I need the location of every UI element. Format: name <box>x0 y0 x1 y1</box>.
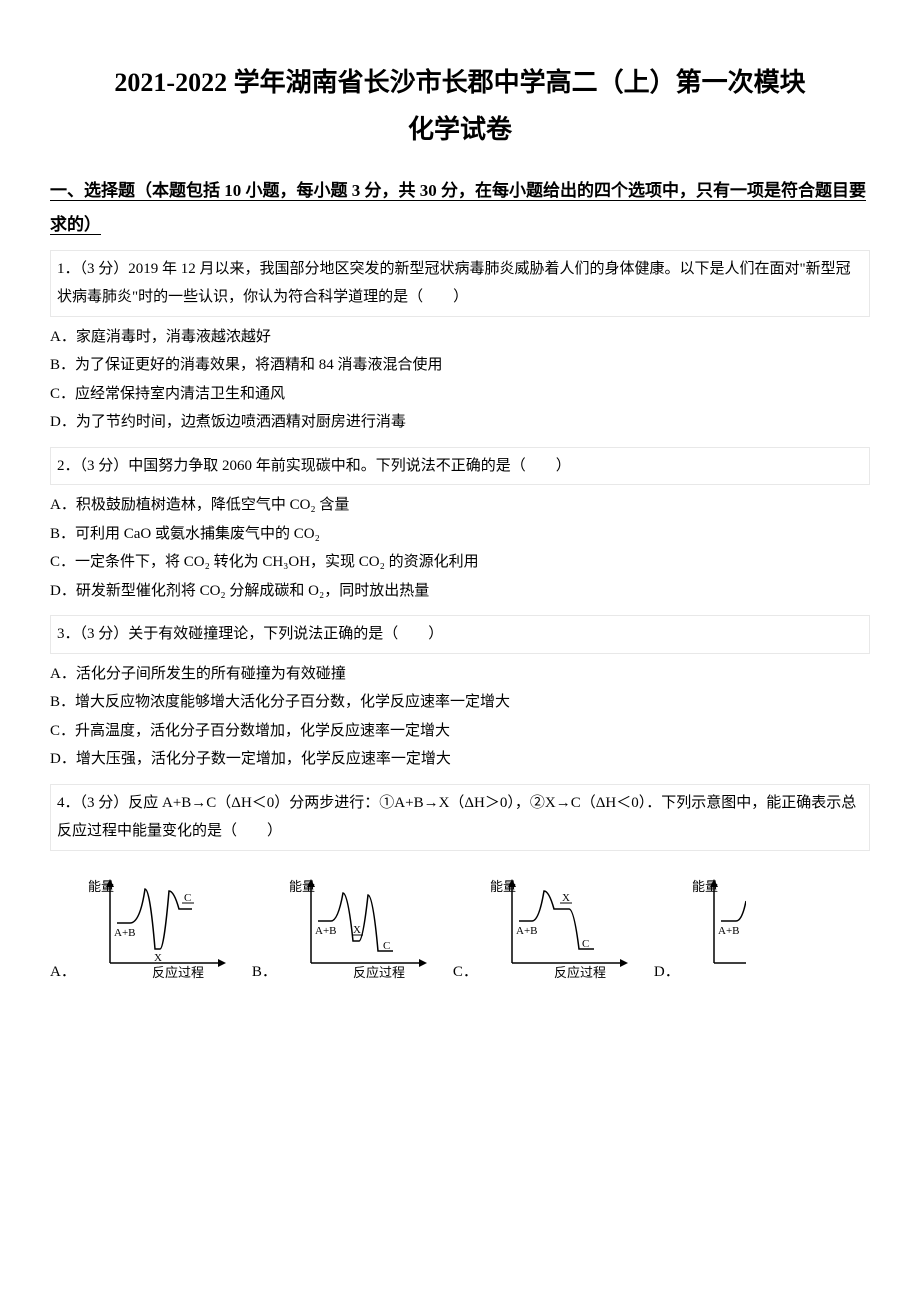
q2-option-b: B．可利用 CaO 或氨水捕集废气中的 CO₂ <box>50 520 870 549</box>
diagram-d-item: D． 能量 A+B <box>654 871 746 981</box>
title-line-2: 化学试卷 <box>50 107 870 154</box>
diagram-b-item: B． 能量 反应过程 A+B X C <box>252 871 433 981</box>
diagram-d-label: D． <box>654 960 680 981</box>
c-label: C <box>184 892 191 904</box>
y-axis-label: 能量 <box>289 879 315 894</box>
question-4-diagrams: A． 能量 反应过程 A+B X C B． 能量 反应过程 A+B X <box>50 871 870 981</box>
energy-diagram-a: 能量 反应过程 A+B X C <box>82 871 232 981</box>
x-axis-label: 反应过程 <box>353 965 405 980</box>
x-label: X <box>353 924 361 936</box>
diagram-b-label: B． <box>252 960 277 981</box>
diagram-a-label: A． <box>50 960 76 981</box>
ab-label: A+B <box>114 927 135 939</box>
y-axis-label: 能量 <box>490 879 516 894</box>
q1-option-b: B．为了保证更好的消毒效果，将酒精和 84 消毒液混合使用 <box>50 351 870 380</box>
q3-option-c: C．升高温度，活化分子百分数增加，化学反应速率一定增大 <box>50 717 870 746</box>
x-axis-label: 反应过程 <box>554 965 606 980</box>
question-2-options: A．积极鼓励植树造林，降低空气中 CO₂ 含量 B．可利用 CaO 或氨水捕集废… <box>50 491 870 605</box>
energy-diagram-d-partial: 能量 A+B <box>686 871 746 981</box>
x-label: X <box>154 952 162 964</box>
q2-option-a: A．积极鼓励植树造林，降低空气中 CO₂ 含量 <box>50 491 870 520</box>
q1-option-a: A．家庭消毒时，消毒液越浓越好 <box>50 323 870 352</box>
energy-diagram-c: 能量 反应过程 A+B X C <box>484 871 634 981</box>
diagram-c-item: C． 能量 反应过程 A+B X C <box>453 871 634 981</box>
question-1-stem: 1．（3 分）2019 年 12 月以来，我国部分地区突发的新型冠状病毒肺炎威胁… <box>50 250 870 317</box>
diagram-c-label: C． <box>453 960 478 981</box>
ab-label: A+B <box>516 925 537 937</box>
q3-option-d: D．增大压强，活化分子数一定增加，化学反应速率一定增大 <box>50 745 870 774</box>
energy-diagram-b: 能量 反应过程 A+B X C <box>283 871 433 981</box>
y-axis-label: 能量 <box>692 879 718 894</box>
question-4-stem: 4．（3 分）反应 A+B→C（ΔH＜0）分两步进行：①A+B→X（ΔH＞0），… <box>50 784 870 851</box>
x-axis-label: 反应过程 <box>152 965 204 980</box>
ab-label: A+B <box>718 925 739 937</box>
q3-option-a: A．活化分子间所发生的所有碰撞为有效碰撞 <box>50 660 870 689</box>
question-3-stem: 3．（3 分）关于有效碰撞理论，下列说法正确的是（ ） <box>50 615 870 654</box>
y-axis-label: 能量 <box>88 879 114 894</box>
q2-option-c: C．一定条件下，将 CO₂ 转化为 CH₃OH，实现 CO₂ 的资源化利用 <box>50 548 870 577</box>
c-label: C <box>582 938 589 950</box>
question-2-stem: 2．（3 分）中国努力争取 2060 年前实现碳中和。下列说法不正确的是（ ） <box>50 447 870 486</box>
exam-title: 2021-2022 学年湖南省长沙市长郡中学高二（上）第一次模块 化学试卷 <box>50 60 870 154</box>
ab-label: A+B <box>315 925 336 937</box>
q3-option-b: B．增大反应物浓度能够增大活化分子百分数，化学反应速率一定增大 <box>50 688 870 717</box>
q1-option-d: D．为了节约时间，边煮饭边喷洒酒精对厨房进行消毒 <box>50 408 870 437</box>
q2-option-d: D．研发新型催化剂将 CO₂ 分解成碳和 O₂，同时放出热量 <box>50 577 870 606</box>
c-label: C <box>383 940 390 952</box>
diagram-a-item: A． 能量 反应过程 A+B X C <box>50 871 232 981</box>
title-line-1: 2021-2022 学年湖南省长沙市长郡中学高二（上）第一次模块 <box>50 60 870 107</box>
question-3-options: A．活化分子间所发生的所有碰撞为有效碰撞 B．增大反应物浓度能够增大活化分子百分… <box>50 660 870 774</box>
question-1-options: A．家庭消毒时，消毒液越浓越好 B．为了保证更好的消毒效果，将酒精和 84 消毒… <box>50 323 870 437</box>
section-1-header: 一、选择题（本题包括 10 小题，每小题 3 分，共 30 分，在每小题给出的四… <box>50 174 870 242</box>
q1-option-c: C．应经常保持室内清洁卫生和通风 <box>50 380 870 409</box>
x-label: X <box>562 892 570 904</box>
